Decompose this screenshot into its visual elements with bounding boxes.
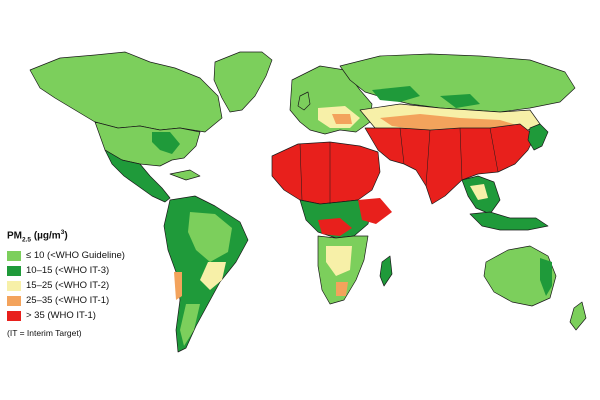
legend-label: 15–25 (<WHO IT-2) <box>26 280 110 292</box>
north-america-north-region <box>29 51 223 133</box>
horn-of-africa-red <box>358 198 392 224</box>
legend-item: > 35 (WHO IT-1) <box>7 308 157 323</box>
south-america-orange-west <box>174 272 182 300</box>
southern-africa-orange-patch <box>336 282 348 296</box>
legend-title: PM2.5 (µg/m3) <box>7 229 68 244</box>
australia-east-dark <box>540 258 552 296</box>
legend-label: > 35 (WHO IT-1) <box>26 310 96 322</box>
south-america-yellow-area <box>200 262 226 290</box>
southeast-asia-yellow-area <box>470 184 488 200</box>
legend-item: 25–35 (<WHO IT-1) <box>7 293 157 308</box>
legend-swatch <box>7 265 21 276</box>
caribbean-islands <box>169 169 201 181</box>
legend-item: ≤ 10 (<WHO Guideline) <box>7 248 157 263</box>
legend-note: (IT = Interim Target) <box>7 328 82 339</box>
korea-japan-region <box>527 123 549 151</box>
british-isles <box>297 91 311 111</box>
south-america-light-area <box>188 212 232 262</box>
south-america-south-light <box>180 304 200 346</box>
madagascar <box>379 255 393 287</box>
asia-inner-borders <box>299 127 499 204</box>
australia-region <box>483 245 557 307</box>
legend-item: 10–15 (<WHO IT-3) <box>7 263 157 278</box>
legend-item: 15–25 (<WHO IT-2) <box>7 278 157 293</box>
indonesia-islands <box>469 211 549 231</box>
asia-high-pollution-region <box>364 123 536 205</box>
mexico-central-america-region <box>104 149 171 203</box>
legend-swatch <box>7 250 21 261</box>
legend-swatch <box>7 295 21 306</box>
central-africa-red-patch <box>318 218 352 236</box>
legend-label: 10–15 (<WHO IT-3) <box>26 265 110 277</box>
north-africa-region <box>271 141 381 205</box>
central-asia-orange-band <box>380 114 520 130</box>
legend-swatch <box>7 280 21 291</box>
europe-orange-area <box>332 114 352 124</box>
southern-africa-yellow-area <box>326 246 352 276</box>
legend-label: 25–35 (<WHO IT-1) <box>26 295 110 307</box>
legend-swatch <box>7 310 21 321</box>
north-asia-dark-patches <box>372 86 480 108</box>
greenland-region <box>213 51 273 113</box>
new-zealand <box>569 301 587 331</box>
map-legend: PM2.5 (µg/m3) ≤ 10 (<WHO Guideline) 10–1… <box>7 229 157 338</box>
usa-east-dark-patch <box>152 132 180 154</box>
legend-label: ≤ 10 (<WHO Guideline) <box>26 250 125 262</box>
